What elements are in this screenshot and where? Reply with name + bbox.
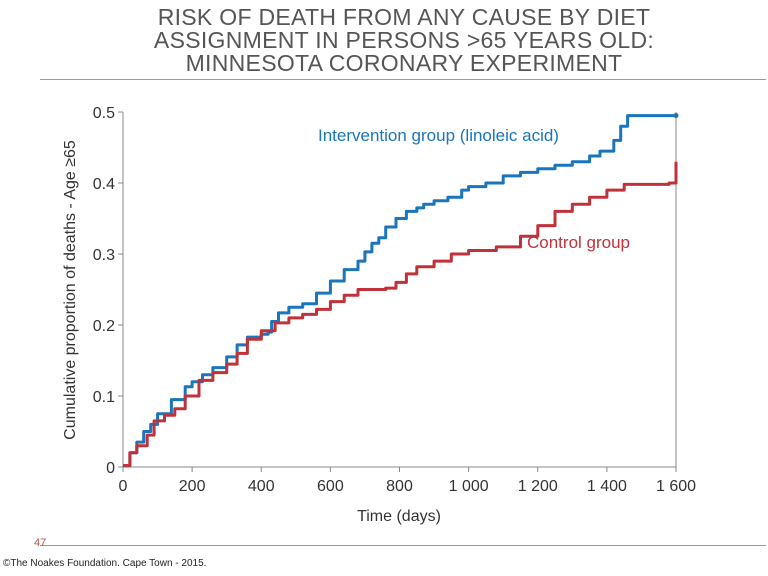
title-line-3: MINNESOTA CORONARY EXPERIMENT xyxy=(185,50,623,76)
y-tick-label: 0.2 xyxy=(93,318,115,335)
control-series-line xyxy=(123,161,678,468)
x-tick-label: 800 xyxy=(386,478,413,495)
x-tick-label: 400 xyxy=(248,478,275,495)
title-line-1: RISK OF DEATH FROM ANY CAUSE BY DIET xyxy=(157,4,651,30)
footer-divider xyxy=(40,545,766,546)
x-tick-label: 1 600 xyxy=(656,478,696,495)
copyright-text: ©The Noakes Foundation. Cape Town - 2015… xyxy=(3,558,207,569)
slide-title: RISK OF DEATH FROM ANY CAUSE BY DIET ASS… xyxy=(60,6,748,75)
y-tick-label: 0.5 xyxy=(93,105,115,122)
x-tick-label: 200 xyxy=(179,478,206,495)
x-tick-label: 1 000 xyxy=(449,478,489,495)
x-tick-label: 1 200 xyxy=(518,478,558,495)
intervention-series-line xyxy=(123,114,676,468)
x-tick-label: 0 xyxy=(119,478,128,495)
title-line-2: ASSIGNMENT IN PERSONS >65 YEARS OLD: xyxy=(153,27,655,53)
x-tick-label: 1 400 xyxy=(587,478,627,495)
title-divider xyxy=(40,79,766,80)
intervention-annotation: Intervention group (linoleic acid) xyxy=(318,126,559,145)
x-axis-label: Time (days) xyxy=(357,508,441,525)
y-tick-label: 0.3 xyxy=(93,247,115,264)
chart-series xyxy=(123,113,679,468)
y-tick-label: 0.4 xyxy=(93,176,115,193)
page-number: 47 xyxy=(34,537,47,549)
control-annotation: Control group xyxy=(527,233,630,252)
y-tick-label: 0.1 xyxy=(93,389,115,406)
y-axis-label: Cumulative proportion of deaths - Age ≥6… xyxy=(62,140,79,440)
intervention-end-marker xyxy=(673,113,679,119)
chart-axes: 0 0.1 0.2 0.3 0.4 0.5 0 200 400 600 800 1 000 1 200 1… xyxy=(93,105,696,495)
y-tick-label: 0 xyxy=(106,460,115,477)
x-tick-label: 600 xyxy=(317,478,344,495)
survival-chart: 0 0.1 0.2 0.3 0.4 0.5 0 200 400 600 800 1 000 1 200 1… xyxy=(62,105,696,525)
